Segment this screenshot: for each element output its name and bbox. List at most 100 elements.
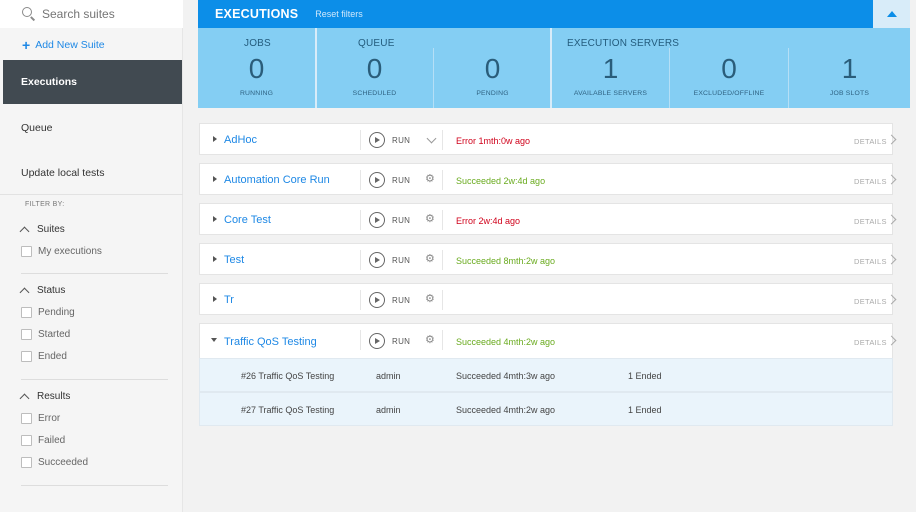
details-link[interactable]: DETAILS bbox=[854, 297, 887, 306]
chevron-right-icon[interactable] bbox=[886, 174, 897, 185]
divider bbox=[442, 130, 443, 150]
checkbox[interactable] bbox=[21, 351, 32, 362]
expand-arrow-icon[interactable] bbox=[213, 216, 217, 222]
chevron-right-icon[interactable] bbox=[886, 254, 897, 265]
filter-option-failed[interactable]: Failed bbox=[21, 435, 65, 446]
suite-row[interactable]: Tr RUN ⚙ DETAILS bbox=[199, 283, 897, 315]
details-link[interactable]: DETAILS bbox=[854, 257, 887, 266]
stats-group-queue: QUEUE bbox=[358, 38, 395, 49]
stats-panel: JOBS QUEUE EXECUTION SERVERS 0 RUNNING 0… bbox=[198, 28, 910, 108]
checkbox[interactable] bbox=[21, 413, 32, 424]
stat-label: AVAILABLE SERVERS bbox=[573, 90, 648, 97]
divider bbox=[442, 250, 443, 270]
play-icon[interactable] bbox=[369, 172, 385, 188]
suite-name[interactable]: Traffic QoS Testing bbox=[224, 336, 317, 348]
divider bbox=[442, 170, 443, 190]
suite-row[interactable]: Test RUN ⚙ Succeeded 8mth:2w ago DETAILS bbox=[199, 243, 897, 275]
play-icon[interactable] bbox=[369, 333, 385, 349]
chevron-right-icon[interactable] bbox=[886, 214, 897, 225]
details-link[interactable]: DETAILS bbox=[854, 217, 887, 226]
filter-group-status[interactable]: Status bbox=[19, 285, 65, 297]
execution-user: admin bbox=[376, 371, 401, 381]
suite-row[interactable]: AdHoc RUN Error 1mth:0w ago DETAILS bbox=[199, 123, 897, 155]
filter-option-started[interactable]: Started bbox=[21, 329, 70, 340]
details-link[interactable]: DETAILS bbox=[854, 338, 887, 347]
divider bbox=[360, 250, 361, 270]
search-input[interactable] bbox=[42, 7, 172, 21]
filter-group-suites[interactable]: Suites bbox=[19, 224, 65, 236]
play-icon[interactable] bbox=[369, 252, 385, 268]
suite-row[interactable]: Core Test RUN ⚙ Error 2w:4d ago DETAILS bbox=[199, 203, 897, 235]
stat-available-servers: 1 AVAILABLE SERVERS bbox=[552, 28, 669, 108]
checkbox[interactable] bbox=[21, 435, 32, 446]
suite-name[interactable]: Test bbox=[224, 254, 245, 266]
execution-row[interactable]: #26 Traffic QoS Testing admin Succeeded … bbox=[199, 358, 893, 392]
stat-label: JOB SLOTS bbox=[829, 90, 870, 97]
reset-filters-link[interactable]: Reset filters bbox=[315, 9, 363, 19]
filter-option-label: Failed bbox=[38, 435, 66, 446]
execution-user: admin bbox=[376, 405, 401, 415]
filter-option-label: Ended bbox=[38, 351, 67, 362]
details-link[interactable]: DETAILS bbox=[854, 177, 887, 186]
filter-option-error[interactable]: Error bbox=[21, 413, 60, 424]
run-button[interactable]: RUN bbox=[392, 216, 411, 225]
filter-option-pending[interactable]: Pending bbox=[21, 307, 75, 318]
execution-name[interactable]: #27 Traffic QoS Testing bbox=[241, 405, 335, 415]
nav-item-label: Queue bbox=[21, 122, 53, 134]
filter-option-ended[interactable]: Ended bbox=[21, 351, 67, 362]
expand-arrow-icon[interactable] bbox=[213, 296, 217, 302]
execution-count: 1 Ended bbox=[628, 405, 662, 415]
checkbox[interactable] bbox=[21, 246, 32, 257]
gear-icon[interactable]: ⚙ bbox=[425, 334, 435, 346]
divider bbox=[669, 48, 670, 108]
suite-row[interactable]: Automation Core Run RUN ⚙ Succeeded 2w:4… bbox=[199, 163, 897, 195]
suite-name[interactable]: Automation Core Run bbox=[224, 174, 330, 186]
expand-arrow-icon[interactable] bbox=[213, 136, 217, 142]
filter-group-results[interactable]: Results bbox=[19, 391, 70, 403]
nav-item-label: Update local tests bbox=[21, 167, 105, 179]
search-box[interactable] bbox=[0, 0, 183, 28]
gear-icon[interactable]: ⚙ bbox=[425, 253, 435, 265]
chevron-right-icon[interactable] bbox=[886, 294, 897, 305]
chevron-right-icon[interactable] bbox=[886, 335, 897, 346]
collapse-arrow-icon[interactable] bbox=[211, 338, 217, 342]
suite-name[interactable]: Core Test bbox=[224, 214, 271, 226]
nav-item-executions[interactable]: Executions bbox=[3, 60, 182, 104]
run-button[interactable]: RUN bbox=[392, 136, 411, 145]
run-button[interactable]: RUN bbox=[392, 176, 411, 185]
triangle-up-icon bbox=[886, 11, 897, 17]
nav-item-label: Executions bbox=[21, 76, 78, 88]
checkbox[interactable] bbox=[21, 329, 32, 340]
execution-row[interactable]: #27 Traffic QoS Testing admin Succeeded … bbox=[199, 392, 893, 426]
execution-name[interactable]: #26 Traffic QoS Testing bbox=[241, 371, 335, 381]
divider bbox=[360, 330, 361, 350]
suite-row-expanded[interactable]: Traffic QoS Testing RUN ⚙ Succeeded 4mth… bbox=[199, 323, 897, 359]
details-link[interactable]: DETAILS bbox=[854, 137, 887, 146]
expand-arrow-icon[interactable] bbox=[213, 256, 217, 262]
suite-name[interactable]: Tr bbox=[224, 294, 234, 306]
play-icon[interactable] bbox=[369, 212, 385, 228]
filter-option-my-executions[interactable]: My executions bbox=[21, 246, 102, 257]
add-new-suite-button[interactable]: + Add New Suite bbox=[22, 38, 105, 52]
checkbox[interactable] bbox=[21, 307, 32, 318]
chevron-down-icon[interactable] bbox=[426, 133, 437, 144]
gear-icon[interactable]: ⚙ bbox=[425, 173, 435, 185]
run-button[interactable]: RUN bbox=[392, 256, 411, 265]
run-button[interactable]: RUN bbox=[392, 296, 411, 305]
execution-result: Succeeded 4mth:2w ago bbox=[456, 405, 556, 415]
suite-name[interactable]: AdHoc bbox=[224, 134, 258, 146]
play-icon[interactable] bbox=[369, 132, 385, 148]
gear-icon[interactable]: ⚙ bbox=[425, 293, 435, 305]
play-icon[interactable] bbox=[369, 292, 385, 308]
checkbox[interactable] bbox=[21, 457, 32, 468]
nav-item-queue[interactable]: Queue bbox=[21, 122, 53, 134]
run-button[interactable]: RUN bbox=[392, 337, 411, 346]
gear-icon[interactable]: ⚙ bbox=[425, 213, 435, 225]
expand-arrow-icon[interactable] bbox=[213, 176, 217, 182]
chevron-right-icon[interactable] bbox=[886, 134, 897, 145]
stat-scheduled: 0 SCHEDULED bbox=[316, 28, 433, 108]
filter-option-succeeded[interactable]: Succeeded bbox=[21, 457, 88, 468]
collapse-stats-button[interactable] bbox=[873, 0, 910, 28]
divider bbox=[360, 290, 361, 310]
nav-item-update-local-tests[interactable]: Update local tests bbox=[21, 167, 104, 179]
